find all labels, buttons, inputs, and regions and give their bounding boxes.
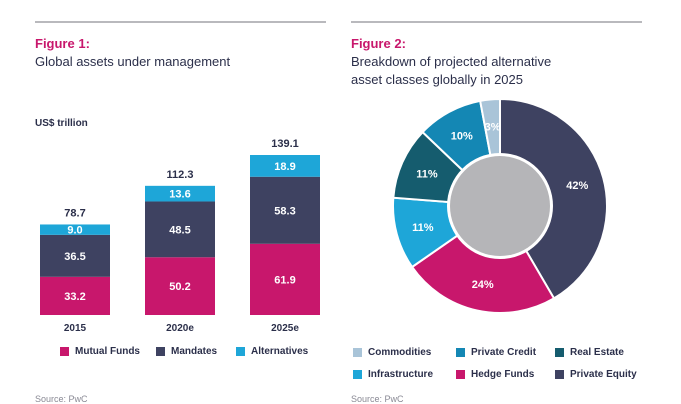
legend-label-private-credit: Private Credit: [471, 347, 537, 358]
legend-commodities: Commodities: [353, 347, 431, 358]
figure-1-title: Global assets under management: [35, 54, 231, 69]
legend-swatch-mutual-funds: [60, 347, 69, 356]
legend-alternatives: Alternatives: [236, 346, 308, 357]
figure-1-label: Figure 1:: [35, 36, 90, 51]
left-source-note: Source: PwC: [35, 394, 88, 404]
bar-mandates-2025e: [250, 176, 320, 244]
slice-hedge-funds: [410, 204, 556, 314]
legend-private-equity: Private Equity: [555, 369, 637, 380]
legend-swatch-alternatives: [236, 347, 245, 356]
bar-mandates-2015: [40, 234, 110, 277]
legend-swatch-mandates: [156, 347, 165, 356]
legend-label-real-estate: Real Estate: [570, 347, 624, 358]
slice-label-private-credit: 10%: [451, 131, 473, 143]
value-label-alternatives-2020e: 13.6: [169, 189, 190, 201]
figure-2-label: Figure 2:: [351, 36, 406, 51]
bar-alternatives-2015: [40, 224, 110, 235]
value-label-mandates-2020e: 48.5: [169, 224, 190, 236]
donut-chart: 42% 24% 11% 11% 10% 3%: [392, 97, 608, 314]
total-label-2015: 78.7: [64, 207, 85, 219]
slice-label-infrastructure: 11%: [412, 222, 434, 234]
legend-hedge-funds: Hedge Funds: [456, 369, 534, 380]
value-label-mutual-funds-2025e: 61.9: [274, 274, 295, 286]
right-source-note: Source: PwC: [351, 394, 404, 404]
right-top-rule: [351, 21, 642, 23]
unit-label: US$ trillion: [35, 118, 88, 129]
legend-swatch-infrastructure: [353, 370, 362, 379]
legend-swatch-private-credit: [456, 348, 465, 357]
legend-label-infrastructure: Infrastructure: [368, 369, 434, 380]
legend-label-mandates: Mandates: [171, 346, 218, 357]
legend-label-mutual-funds: Mutual Funds: [75, 346, 140, 357]
value-label-mutual-funds-2020e: 50.2: [169, 281, 190, 293]
stacked-bar-chart: US$ trillion 33.2 36.5 9.0 78.7 2015 50.2 48.5 1…: [35, 118, 320, 334]
left-top-rule: [35, 21, 326, 23]
value-label-mandates-2015: 36.5: [64, 251, 85, 263]
figure-2-title-line-1: Breakdown of projected alternative: [351, 54, 552, 69]
slice-label-commodities: 3%: [485, 121, 501, 133]
legend-swatch-private-equity: [555, 370, 564, 379]
bar-mutual-funds-2020e: [145, 257, 215, 315]
category-label-2020e: 2020e: [166, 323, 194, 334]
legend-swatch-commodities: [353, 348, 362, 357]
donut-hole: [450, 156, 550, 256]
slice-label-hedge-funds: 24%: [472, 279, 494, 291]
total-label-2025e: 139.1: [271, 138, 299, 150]
legend-infrastructure: Infrastructure: [353, 369, 433, 380]
value-label-alternatives-2015: 9.0: [67, 225, 82, 237]
total-label-2020e: 112.3: [167, 169, 194, 181]
legend-label-private-equity: Private Equity: [570, 369, 637, 380]
value-label-mandates-2025e: 58.3: [274, 205, 295, 217]
legend-label-alternatives: Alternatives: [251, 346, 309, 357]
slice-label-private-equity: 42%: [566, 180, 588, 192]
category-label-2015: 2015: [64, 323, 87, 334]
slice-label-real-estate: 11%: [416, 168, 438, 180]
legend-real-estate: Real Estate: [555, 347, 624, 358]
category-label-2025e: 2025e: [271, 323, 299, 334]
legend-private-credit: Private Credit: [456, 347, 536, 358]
legend-mandates: Mandates: [156, 346, 217, 357]
legend-label-hedge-funds: Hedge Funds: [471, 369, 535, 380]
bar-mutual-funds-2025e: [250, 243, 320, 315]
value-label-alternatives-2025e: 18.9: [274, 161, 295, 173]
bar-alternatives-2025e: [250, 155, 320, 177]
bar-mutual-funds-2015: [40, 276, 110, 315]
legend-label-commodities: Commodities: [368, 347, 432, 358]
legend-swatch-real-estate: [555, 348, 564, 357]
value-label-mutual-funds-2015: 33.2: [64, 291, 85, 303]
legend-swatch-hedge-funds: [456, 370, 465, 379]
bar-mandates-2020e: [145, 201, 215, 258]
bar-alternatives-2020e: [145, 185, 215, 202]
legend-mutual-funds: Mutual Funds: [60, 346, 140, 357]
figure-2-title-line-2: asset classes globally in 2025: [351, 72, 523, 87]
